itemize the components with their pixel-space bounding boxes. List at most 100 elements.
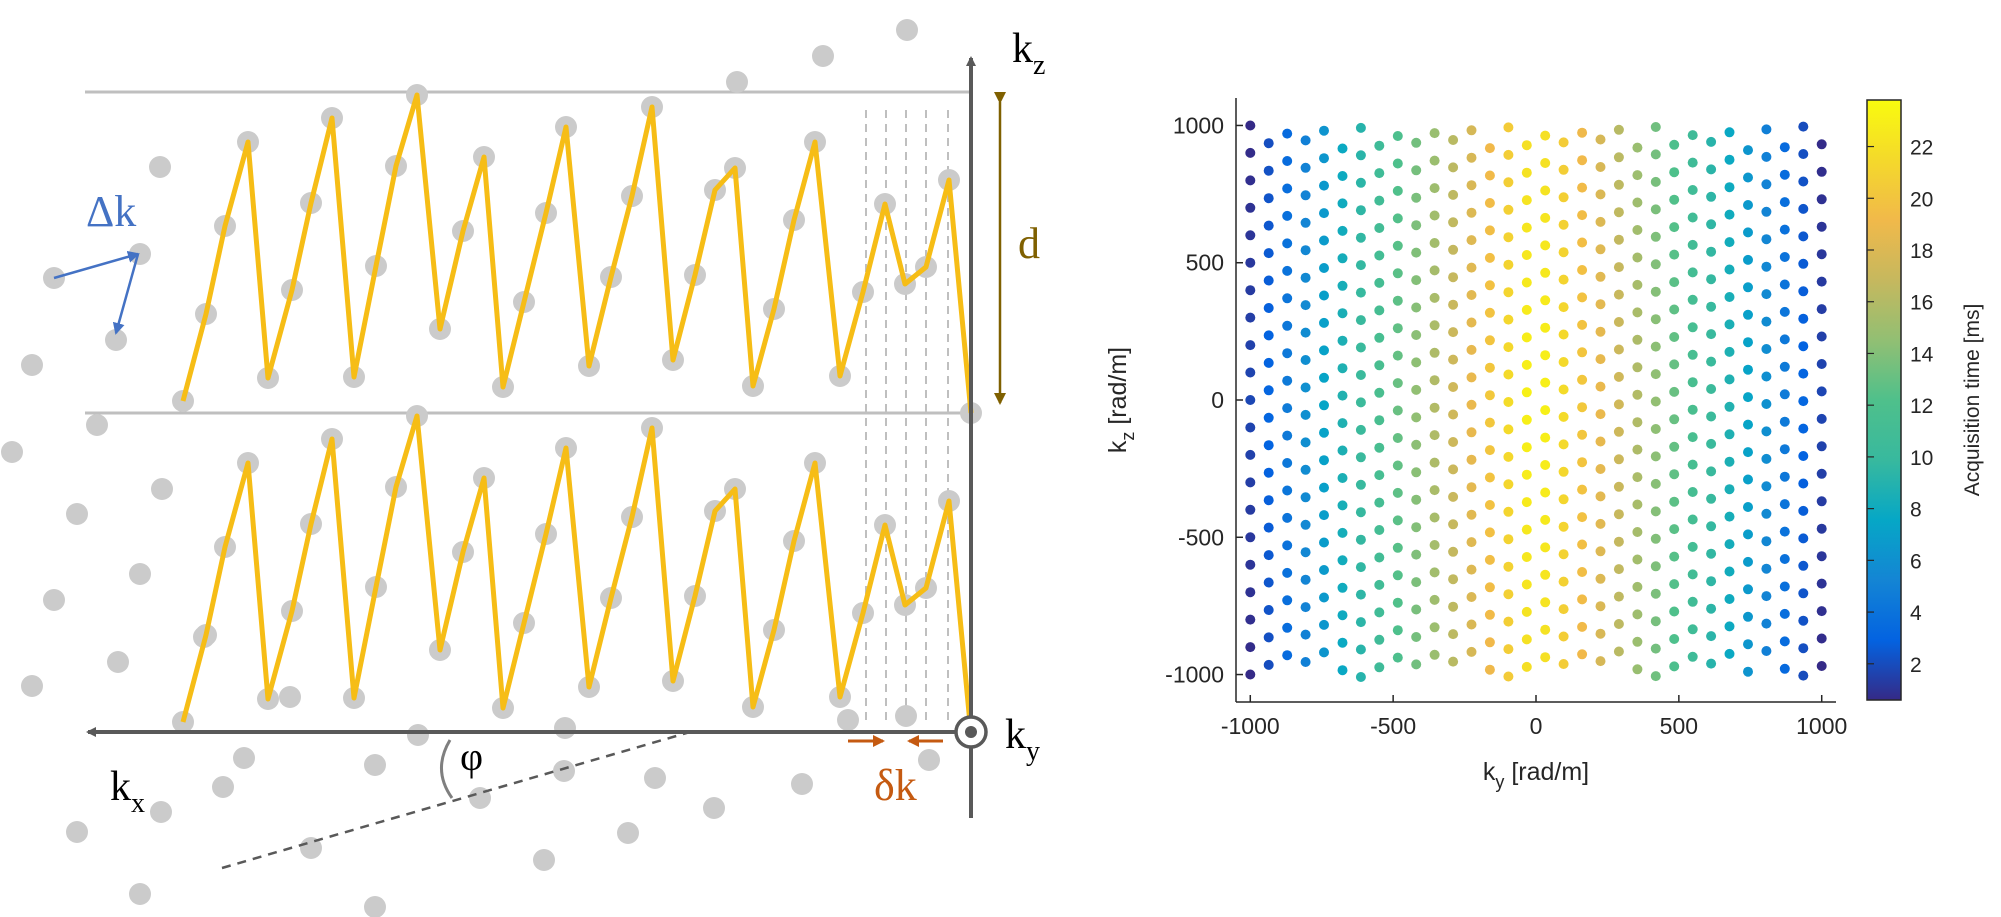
scatter-point bbox=[1687, 185, 1698, 195]
scatter-point bbox=[1687, 514, 1698, 525]
colorbar-tick-label: 2 bbox=[1910, 654, 1922, 677]
scatter-point bbox=[1245, 120, 1256, 131]
scatter-point bbox=[1706, 246, 1717, 257]
scatter-point bbox=[1632, 307, 1643, 318]
y-axis-label: kz [rad/m] bbox=[1104, 347, 1138, 453]
scatter-point bbox=[1724, 346, 1735, 357]
scatter-point bbox=[1484, 637, 1495, 648]
scatter-point bbox=[1448, 382, 1459, 392]
scatter-point bbox=[1282, 183, 1293, 194]
scatter-point bbox=[1263, 440, 1274, 451]
scatter-point bbox=[1448, 464, 1459, 475]
scatter-point bbox=[1374, 140, 1385, 151]
scatter-point bbox=[1392, 268, 1403, 279]
scatter-point bbox=[1282, 567, 1293, 578]
scatter-point bbox=[1706, 603, 1717, 614]
scatter-point bbox=[1595, 491, 1606, 502]
sample-point bbox=[554, 717, 576, 739]
scatter-point bbox=[1337, 665, 1348, 676]
scatter-point bbox=[1466, 290, 1477, 300]
scatter-point bbox=[1245, 504, 1256, 515]
scatter-point bbox=[1761, 536, 1772, 547]
scatter-point bbox=[1816, 661, 1827, 671]
scatter-point bbox=[1300, 519, 1311, 530]
scatter-point bbox=[1448, 272, 1459, 283]
scatter-point bbox=[1466, 317, 1477, 328]
sample-point bbox=[43, 589, 65, 611]
scatter-point bbox=[1374, 470, 1385, 481]
scatter-point bbox=[1577, 567, 1588, 577]
scatter-point bbox=[1816, 551, 1827, 562]
scatter-point bbox=[1577, 347, 1588, 358]
scatter-point bbox=[1300, 245, 1311, 256]
scatter-point bbox=[1448, 574, 1459, 585]
scatter-point bbox=[1798, 176, 1809, 187]
scatter-point bbox=[1577, 237, 1588, 248]
scatter-point bbox=[1761, 179, 1772, 190]
scatter-point bbox=[1650, 506, 1661, 517]
scatter-point bbox=[1300, 602, 1311, 613]
colorbar-tick-label: 4 bbox=[1910, 602, 1922, 625]
scatter-point bbox=[1687, 349, 1698, 360]
colorbar-tick-label: 10 bbox=[1910, 447, 1933, 470]
scatter-point bbox=[1687, 212, 1698, 223]
scatter-point bbox=[1503, 451, 1514, 462]
scatter-point bbox=[1411, 220, 1422, 231]
scatter-point bbox=[1724, 209, 1735, 220]
scatter-point bbox=[1798, 670, 1809, 681]
scatter-point bbox=[1669, 277, 1680, 288]
scatter-point bbox=[1724, 127, 1735, 138]
scatter-point bbox=[1816, 249, 1827, 260]
scatter-point bbox=[1650, 643, 1661, 654]
scatter-point bbox=[1669, 167, 1680, 178]
colorbar-tick-label: 20 bbox=[1910, 188, 1933, 211]
scatter-point bbox=[1484, 390, 1495, 401]
scatter-point bbox=[1503, 122, 1514, 133]
scatter-point bbox=[1245, 312, 1256, 323]
colorbar bbox=[1866, 99, 1902, 701]
scatter-point bbox=[1632, 170, 1643, 181]
scatter-point bbox=[1779, 169, 1790, 180]
scatter-point bbox=[1540, 240, 1551, 251]
scatter-point bbox=[1392, 542, 1403, 553]
scatter-point bbox=[1798, 451, 1809, 461]
scatter-point bbox=[1521, 469, 1532, 480]
scatter-point bbox=[1355, 260, 1366, 271]
scatter-point bbox=[1521, 250, 1532, 260]
scatter-point bbox=[1577, 429, 1588, 440]
scatter-point bbox=[1411, 330, 1422, 340]
scatter-point bbox=[1724, 566, 1735, 577]
scatter-point bbox=[1761, 399, 1772, 409]
scatter-point bbox=[1245, 230, 1256, 241]
scatter-point bbox=[1687, 267, 1698, 278]
sample-point bbox=[151, 478, 173, 500]
scatter-point bbox=[1484, 417, 1495, 428]
scatter-point bbox=[1650, 424, 1661, 434]
scatter-point bbox=[1355, 177, 1366, 188]
scatter-point bbox=[1798, 643, 1809, 654]
scatter-point bbox=[1521, 524, 1532, 535]
scatter-point bbox=[1724, 319, 1735, 330]
scatter-point bbox=[1245, 175, 1256, 186]
scatter-point bbox=[1761, 261, 1772, 272]
scatter-point bbox=[1540, 405, 1551, 416]
scatter-point bbox=[1743, 337, 1753, 348]
scatter-point bbox=[1779, 416, 1790, 427]
scatter-point bbox=[1263, 385, 1274, 396]
scatter-point bbox=[1503, 561, 1514, 572]
scatter-point bbox=[1521, 661, 1532, 672]
scatter-point bbox=[1263, 165, 1274, 176]
scatter-point bbox=[1650, 588, 1661, 599]
ky-axis-out-of-page-icon bbox=[954, 715, 988, 749]
scatter-point bbox=[1355, 287, 1366, 298]
scatter-point bbox=[1355, 672, 1366, 682]
scatter-point bbox=[1337, 445, 1348, 456]
scatter-point bbox=[1798, 231, 1809, 242]
scatter-point bbox=[1411, 439, 1422, 450]
scatter-point bbox=[1743, 639, 1753, 650]
scatter-point bbox=[1429, 265, 1440, 276]
scatter-point bbox=[1429, 292, 1440, 303]
scatter-point bbox=[1337, 473, 1348, 483]
scatter-point bbox=[1411, 604, 1422, 615]
scatter-point bbox=[1503, 369, 1514, 380]
